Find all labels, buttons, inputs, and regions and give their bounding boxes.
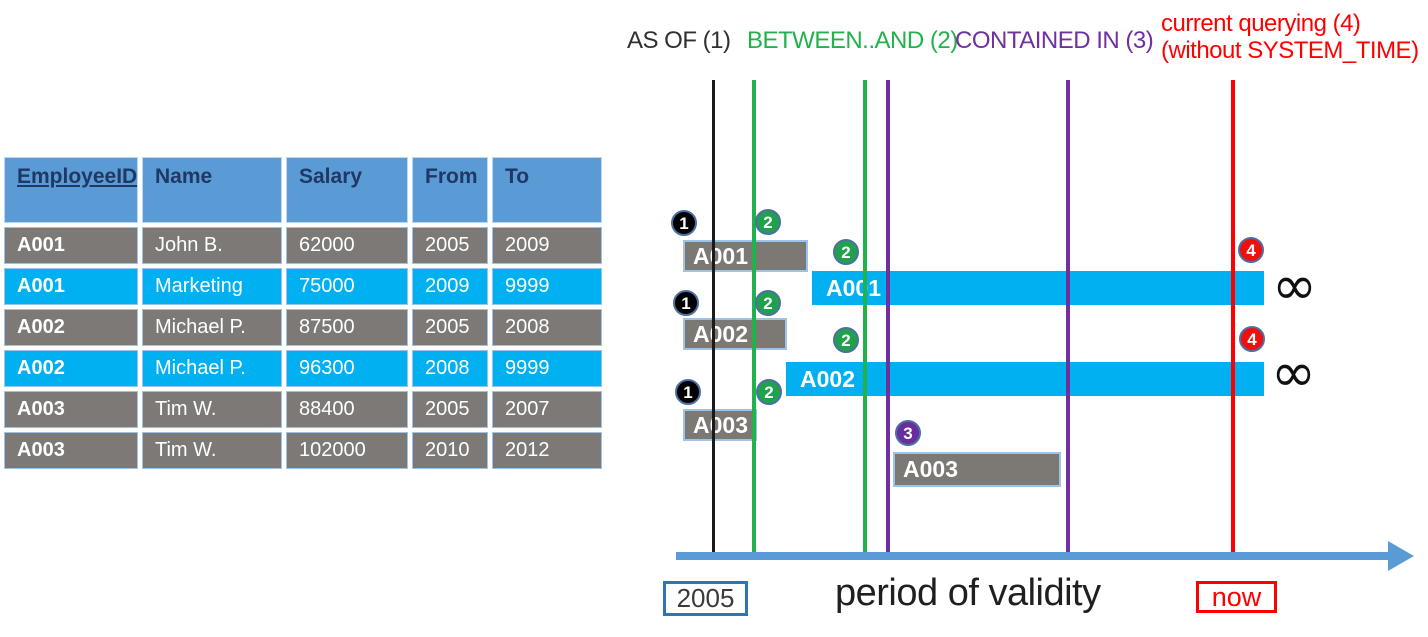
legend-current-querying: current querying (4) (without SYSTEM_TIM… xyxy=(1161,10,1419,64)
table-cell-salary: 87500 xyxy=(286,309,408,346)
table-cell-salary: 96300 xyxy=(286,350,408,387)
axis-start-box: 2005 xyxy=(663,581,748,616)
table-cell-id: A002 xyxy=(4,350,138,387)
bar-a001-current: A001 xyxy=(812,271,1264,305)
badge-between-and: 2 xyxy=(756,379,782,405)
time-axis xyxy=(676,552,1390,560)
bar-label: A002 xyxy=(800,365,855,392)
table-cell-name: Marketing xyxy=(142,268,282,305)
table-cell-salary: 102000 xyxy=(286,432,408,469)
between-and-start-line xyxy=(752,80,756,558)
bar-a003-history-2: A003 xyxy=(893,452,1061,487)
table-header-employeeid: EmployeeID xyxy=(4,157,138,223)
table-cell-name: Tim W. xyxy=(142,391,282,428)
table-cell-id: A001 xyxy=(4,268,138,305)
contained-in-end-line xyxy=(1066,80,1070,558)
time-axis-arrowhead-icon xyxy=(1388,541,1414,571)
table-cell-to: 9999 xyxy=(492,350,602,387)
table-cell-name: Michael P. xyxy=(142,350,282,387)
bar-label: A001 xyxy=(826,274,881,301)
badge-current-querying: 4 xyxy=(1239,326,1265,352)
between-and-end-line xyxy=(863,80,867,558)
bar-a002-current: A002 xyxy=(786,362,1264,396)
bar-label: A003 xyxy=(903,456,958,482)
table-cell-from: 2008 xyxy=(412,350,488,387)
as-of-line xyxy=(712,80,715,558)
table-header-salary: Salary xyxy=(286,157,408,223)
table-cell-to: 2007 xyxy=(492,391,602,428)
bar-a002-history: A002 xyxy=(683,318,787,350)
bar-label: A002 xyxy=(693,320,748,347)
infinity-icon: ∞ xyxy=(1272,254,1317,317)
bar-label: A003 xyxy=(693,411,748,438)
infinity-icon: ∞ xyxy=(1271,341,1316,404)
badge-between-and: 2 xyxy=(833,327,859,353)
bar-label: A001 xyxy=(693,242,748,269)
table-cell-id: A002 xyxy=(4,309,138,346)
table-header-from: From xyxy=(412,157,488,223)
table-cell-name: Michael P. xyxy=(142,309,282,346)
table-cell-from: 2005 xyxy=(412,391,488,428)
table-cell-name: John B. xyxy=(142,227,282,264)
table-cell-salary: 88400 xyxy=(286,391,408,428)
badge-between-and: 2 xyxy=(755,209,781,235)
table-cell-to: 2009 xyxy=(492,227,602,264)
badge-as-of: 1 xyxy=(673,290,699,316)
legend-current-line1: current querying (4) xyxy=(1161,10,1361,37)
table-cell-from: 2005 xyxy=(412,309,488,346)
table-cell-id: A003 xyxy=(4,391,138,428)
bar-a001-history: A001 xyxy=(683,240,808,272)
table-cell-to: 2008 xyxy=(492,309,602,346)
employee-table: EmployeeID Name Salary From To A001 John… xyxy=(4,157,602,469)
legend-as-of: AS OF (1) xyxy=(627,27,731,54)
bar-a003-history-1: A003 xyxy=(683,409,757,441)
table-cell-from: 2005 xyxy=(412,227,488,264)
badge-as-of: 1 xyxy=(671,210,697,236)
table-cell-to: 2012 xyxy=(492,432,602,469)
table-cell-id: A001 xyxy=(4,227,138,264)
table-cell-from: 2009 xyxy=(412,268,488,305)
table-cell-to: 9999 xyxy=(492,268,602,305)
table-cell-name: Tim W. xyxy=(142,432,282,469)
table-cell-from: 2010 xyxy=(412,432,488,469)
badge-current-querying: 4 xyxy=(1238,237,1264,263)
legend-between-and: BETWEEN..AND (2) xyxy=(747,27,958,54)
contained-in-start-line xyxy=(886,80,890,558)
legend-current-line2: (without SYSTEM_TIME) xyxy=(1161,37,1419,64)
badge-between-and: 2 xyxy=(833,239,859,265)
axis-caption: period of validity xyxy=(835,572,1101,614)
badge-between-and: 2 xyxy=(755,290,781,316)
legend-contained-in: CONTAINED IN (3) xyxy=(955,27,1154,54)
badge-as-of: 1 xyxy=(675,379,701,405)
table-cell-id: A003 xyxy=(4,432,138,469)
table-header-name: Name xyxy=(142,157,282,223)
table-cell-salary: 62000 xyxy=(286,227,408,264)
badge-contained-in: 3 xyxy=(895,420,921,446)
table-cell-salary: 75000 xyxy=(286,268,408,305)
axis-now-box: now xyxy=(1196,581,1277,613)
now-line xyxy=(1231,80,1235,558)
table-header-to: To xyxy=(492,157,602,223)
